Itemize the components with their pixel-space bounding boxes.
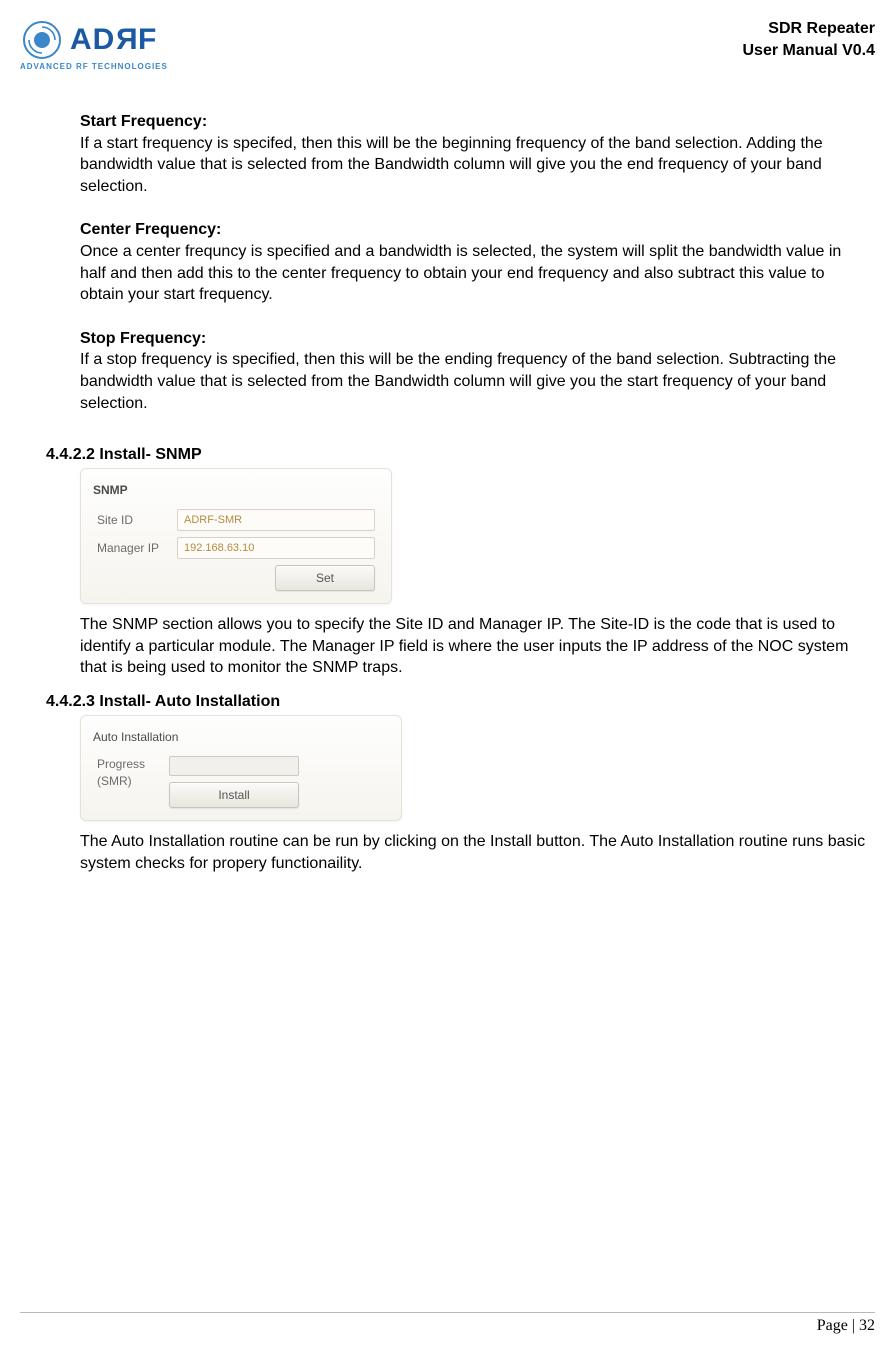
title-line1: SDR Repeater	[743, 18, 876, 40]
document-title: SDR Repeater User Manual V0.4	[743, 18, 876, 61]
auto-install-panel: Auto Installation Progress (SMR) Install	[80, 715, 402, 821]
page-number: Page | 32	[817, 1317, 875, 1334]
snmp-heading: 4.4.2.2 Install- SNMP	[46, 446, 869, 464]
progress-bar	[169, 756, 299, 776]
auto-install-description: The Auto Installation routine can be run…	[80, 831, 869, 874]
stop-frequency-title: Stop Frequency:	[80, 328, 869, 350]
start-frequency-body: If a start frequency is specifed, then t…	[80, 133, 869, 198]
snmp-description: The SNMP section allows you to specify t…	[80, 614, 869, 679]
progress-label-line2: (SMR)	[97, 774, 132, 788]
manager-ip-input[interactable]	[177, 537, 375, 559]
site-id-label: Site ID	[97, 513, 177, 527]
manager-ip-label: Manager IP	[97, 541, 177, 555]
title-line2: User Manual V0.4	[743, 40, 876, 62]
set-button[interactable]: Set	[275, 565, 375, 591]
center-frequency-block: Center Frequency: Once a center frequncy…	[80, 219, 869, 305]
stop-frequency-body: If a stop frequency is specified, then t…	[80, 349, 869, 414]
logo: ADRF ADVANCED RF TECHNOLOGIES	[20, 18, 168, 71]
site-id-input[interactable]	[177, 509, 375, 531]
snmp-panel: SNMP Site ID Manager IP Set	[80, 468, 392, 604]
progress-label-line1: Progress	[97, 757, 145, 771]
page-footer: Page | 32	[20, 1312, 875, 1335]
center-frequency-title: Center Frequency:	[80, 219, 869, 241]
logo-text: ADRF	[70, 23, 157, 57]
logo-tagline: ADVANCED RF TECHNOLOGIES	[20, 62, 168, 71]
progress-label: Progress (SMR)	[97, 756, 161, 790]
center-frequency-body: Once a center frequncy is specified and …	[80, 241, 869, 306]
auto-install-panel-title: Auto Installation	[93, 730, 385, 744]
stop-frequency-block: Stop Frequency: If a stop frequency is s…	[80, 328, 869, 414]
auto-install-heading: 4.4.2.3 Install- Auto Installation	[46, 693, 869, 711]
logo-icon	[20, 18, 64, 62]
snmp-panel-title: SNMP	[93, 483, 375, 497]
page-header: ADRF ADVANCED RF TECHNOLOGIES SDR Repeat…	[20, 18, 875, 71]
install-button[interactable]: Install	[169, 782, 299, 808]
start-frequency-title: Start Frequency:	[80, 111, 869, 133]
start-frequency-block: Start Frequency: If a start frequency is…	[80, 111, 869, 197]
